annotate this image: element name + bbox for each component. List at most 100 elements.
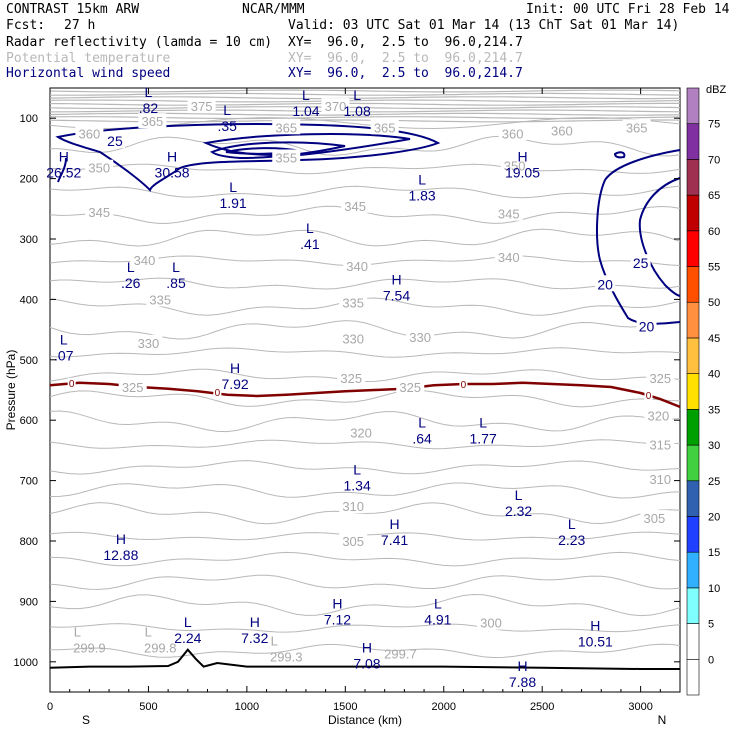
wind-extremum-type: H <box>59 149 69 165</box>
wind-extremum-value: 1.77 <box>470 430 497 446</box>
theta-label-bg <box>321 98 350 114</box>
theta-label-bg <box>500 157 529 173</box>
theta-isoline <box>49 163 681 175</box>
wind-extremum-value: 30.58 <box>155 165 190 181</box>
wind-extremum-value: .85 <box>166 275 186 291</box>
theta-isoline <box>49 482 681 499</box>
wind-extremum-value: .07 <box>54 348 74 364</box>
colorbar-label: 40 <box>708 369 720 381</box>
field-2-name: Potential temperature <box>6 51 171 66</box>
theta-label: 335 <box>342 295 364 310</box>
reflectivity-zero-line <box>49 381 681 409</box>
y-tick-label: 100 <box>20 113 38 125</box>
x-tick-label: 2500 <box>530 701 554 713</box>
wind-extremum-type: H <box>116 531 126 547</box>
theta-label-bg <box>498 125 527 141</box>
theta-label-bg <box>622 119 651 135</box>
wind-extremum-type: L <box>515 487 523 503</box>
theta-label-bg <box>134 334 163 350</box>
theta-label-bg <box>547 122 576 138</box>
theta-isoline <box>49 109 681 113</box>
colorbar-label: 20 <box>708 511 720 523</box>
wind-extremum-value: 7.92 <box>221 376 248 392</box>
theta-label: 360 <box>502 126 524 141</box>
y-tick-label: 200 <box>20 174 38 186</box>
wind-contour-label: 20 <box>597 276 613 292</box>
theta-label-bg <box>138 113 167 129</box>
y-tick-label: 1000 <box>14 657 38 669</box>
theta-isoline <box>49 439 681 450</box>
theta-label: 365 <box>142 114 164 129</box>
theta-isoline <box>49 410 681 433</box>
wind-extremum-type: L <box>479 414 487 430</box>
wind-extremum-type: L <box>568 516 576 532</box>
colorbar-swatch <box>686 516 700 553</box>
theta-isoline <box>49 185 681 199</box>
zero-label-bg <box>67 377 76 388</box>
wind-extremum-type: H <box>230 360 240 376</box>
wind-extremum-type: L <box>184 614 192 630</box>
colorbar-label: 55 <box>708 262 720 274</box>
theta-label-bg <box>85 159 114 175</box>
theta-label: 335 <box>149 292 171 307</box>
colorbar-label: 70 <box>708 154 720 166</box>
wind-extremum-type: L <box>353 87 361 103</box>
theta-label: 305 <box>644 511 666 526</box>
theta-isoline <box>49 623 681 633</box>
model-title: CONTRAST 15km ARW <box>6 2 140 17</box>
wind-extremum-type: H <box>391 271 401 287</box>
x-tick-label: 1000 <box>235 701 259 713</box>
theta-label: 300 <box>480 616 502 631</box>
field-3-xy: XY= 96.0, 2.5 to 96.0,214.7 <box>288 66 523 81</box>
theta-label-bg <box>396 378 425 394</box>
theta-label: 345 <box>88 205 110 220</box>
wind-extremum-value: 1.34 <box>344 478 371 494</box>
colorbar-swatch <box>686 444 700 482</box>
theta-label-bg <box>644 407 673 423</box>
theta-label-bg <box>187 98 216 114</box>
wind-contour-label-bg <box>636 317 657 334</box>
x-tick-label: 2000 <box>432 701 456 713</box>
wind-extremum-type: L <box>127 259 135 275</box>
field-3-name: Horizontal wind speed <box>6 66 171 81</box>
wind-extremum-value: 1.83 <box>408 188 435 204</box>
field-2-xy: XY= 96.0, 2.5 to 96.0,214.7 <box>288 51 523 66</box>
theta-label-bg <box>337 369 366 385</box>
wind-extremum-value: .26 <box>121 275 141 291</box>
y-tick-label: 300 <box>20 234 38 246</box>
wind-contour <box>613 151 626 159</box>
wind-extremum-type: H <box>167 149 177 165</box>
wind-extremum-value: 19.05 <box>505 165 540 181</box>
wind-contour-label: 20 <box>639 319 655 335</box>
colorbar-swatch <box>686 337 700 374</box>
theta-label: 325 <box>649 371 671 386</box>
theta-isoline <box>49 135 681 157</box>
colorbar-label: 75 <box>708 119 720 131</box>
theta-isoline <box>49 593 681 617</box>
theta-label-bg <box>341 197 370 213</box>
x-tick-label: 1500 <box>333 701 357 713</box>
wind-extremum-value: .82 <box>139 100 159 116</box>
theta-label: 320 <box>647 408 669 423</box>
theta-label-bg <box>494 205 523 221</box>
field-1-name: Radar reflectivity (lamda = 10 cm) <box>6 35 273 50</box>
colorbar-swatch <box>686 123 700 160</box>
wind-extremum-value: 7.32 <box>241 630 268 646</box>
theta-isoline <box>49 106 681 110</box>
wind-extremum-type: L <box>172 259 180 275</box>
theta-label: 365 <box>374 120 396 135</box>
x-end-label-north: N <box>658 713 667 727</box>
reflectivity-zero-label: 0 <box>215 388 221 399</box>
wind-extremum-type: H <box>517 149 527 165</box>
theta-label: 365 <box>626 120 648 135</box>
theta-label-bg <box>272 119 301 135</box>
theta-label: 315 <box>649 437 671 452</box>
theta-isoline <box>49 102 680 106</box>
wind-extremum-value: 2.24 <box>174 630 201 646</box>
theta-isoline <box>49 96 681 100</box>
wind-extremum-value: 1.04 <box>292 103 319 119</box>
theta-isoline <box>49 389 681 408</box>
theta-label: 345 <box>498 207 520 222</box>
wind-extremum-value: 26.52 <box>46 165 81 181</box>
